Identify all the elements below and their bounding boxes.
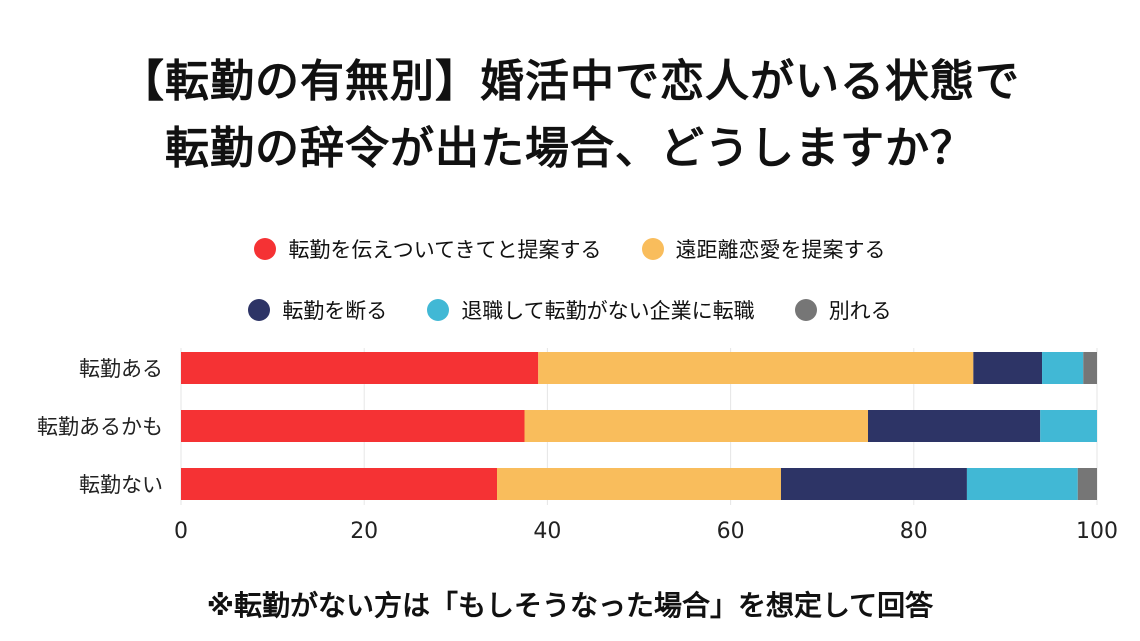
legend-label-3: 転勤を断る [282,299,388,323]
bar-segment-1-2 [868,410,1041,442]
x-tick-label-4: 80 [900,519,928,544]
x-tick-label-3: 60 [717,519,745,544]
legend-swatch-3 [248,299,271,321]
legend-item-4: 退職して転勤がない企業に転職 [427,295,755,325]
legend-swatch-5 [794,299,817,321]
x-tick-label-2: 40 [533,519,561,544]
legend-swatch-2 [641,238,664,260]
legend-label-1: 転勤を伝えついてきてと提案する [288,238,602,262]
bar-segment-2-3 [966,468,1078,500]
chart-title-line-2: 転勤の辞令が出た場合、どうしますか？ [165,123,975,174]
chart-title-line-1: 【転勤の有無別】婚活中で恋人がいる状態で [120,56,1020,107]
bar-segment-1-3 [1040,410,1097,442]
footnote: ※転勤がない方は「もしそうなった場合」を想定して回答 [206,589,934,622]
category-label-1: 転勤あるかも [37,415,163,439]
x-tick-label-0: 0 [174,519,188,544]
legend-row-1: 転勤を伝えついてきてと提案する 遠距離恋愛を提案する [0,234,1140,264]
category-label-0: 転勤ある [79,357,163,381]
bar-segment-0-0 [181,352,539,384]
legend-swatch-1 [254,238,277,260]
bar-segment-2-0 [181,468,498,500]
category-label-2: 転勤ない [79,473,163,497]
x-tick-label-1: 20 [350,519,378,544]
legend-row-2: 転勤を断る 退職して転勤がない企業に転職 別れる [0,295,1140,325]
bar-segment-2-2 [780,468,967,500]
legend-item-1: 転勤を伝えついてきてと提案する [254,234,602,264]
legend-swatch-4 [427,299,450,321]
bar-segment-1-0 [181,410,525,442]
bar-segment-0-3 [1042,352,1084,384]
bar-segment-0-2 [973,352,1043,384]
bar-segment-0-1 [538,352,974,384]
legend-label-2: 遠距離恋愛を提案する [675,238,886,262]
legend-item-3: 転勤を断る [248,295,387,325]
legend-label-5: 別れる [828,299,892,323]
legend-label-4: 退職して転勤がない企業に転職 [461,299,755,323]
x-tick-label-5: 100 [1076,519,1118,544]
bar-segment-1-1 [524,410,868,442]
legend-item-2: 遠距離恋愛を提案する [641,234,886,264]
bar-segment-2-1 [497,468,781,500]
bar-segment-0-4 [1083,352,1097,384]
legend-item-5: 別れる [794,295,892,325]
bar-segment-2-4 [1077,468,1097,500]
